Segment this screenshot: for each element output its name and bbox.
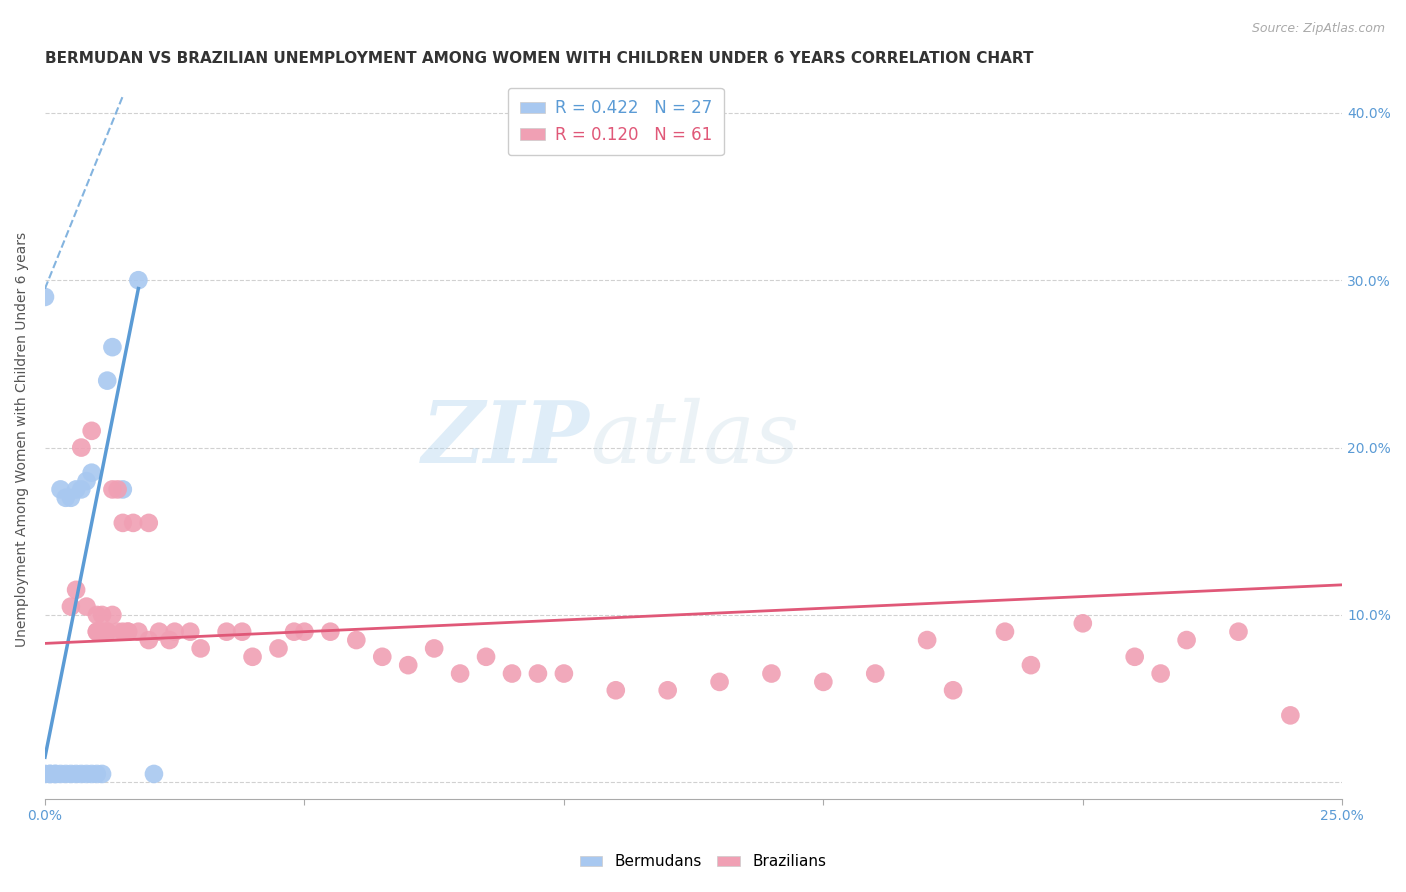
Point — [101, 340, 124, 354]
Point — [49, 483, 72, 497]
Text: atlas: atlas — [591, 398, 799, 481]
Point — [138, 516, 160, 530]
Point — [39, 767, 62, 781]
Point — [344, 633, 367, 648]
Text: Source: ZipAtlas.com: Source: ZipAtlas.com — [1251, 22, 1385, 36]
Point — [475, 649, 498, 664]
Point — [111, 516, 134, 530]
Point — [994, 624, 1017, 639]
Point — [55, 491, 77, 505]
Point — [1227, 624, 1250, 639]
Point — [657, 683, 679, 698]
Point — [605, 683, 627, 698]
Point — [86, 624, 108, 639]
Point — [101, 483, 124, 497]
Point — [70, 441, 93, 455]
Point — [190, 641, 212, 656]
Point — [159, 633, 181, 648]
Point — [138, 633, 160, 648]
Point — [65, 582, 87, 597]
Point — [80, 767, 103, 781]
Point — [423, 641, 446, 656]
Point — [122, 516, 145, 530]
Point — [527, 666, 550, 681]
Point — [163, 624, 186, 639]
Point — [242, 649, 264, 664]
Point — [86, 767, 108, 781]
Point — [371, 649, 394, 664]
Point — [117, 624, 139, 639]
Point — [179, 624, 201, 639]
Point — [319, 624, 342, 639]
Point — [39, 767, 62, 781]
Point — [96, 624, 118, 639]
Point — [1123, 649, 1146, 664]
Point — [107, 483, 129, 497]
Point — [96, 374, 118, 388]
Point — [34, 767, 56, 781]
Point — [283, 624, 305, 639]
Point — [91, 767, 114, 781]
Point — [942, 683, 965, 698]
Point — [127, 624, 149, 639]
Point — [59, 767, 82, 781]
Point — [294, 624, 316, 639]
Point — [1149, 666, 1171, 681]
Point — [396, 658, 419, 673]
Point — [449, 666, 471, 681]
Point — [142, 767, 165, 781]
Point — [1279, 708, 1302, 723]
Point — [107, 624, 129, 639]
Point — [761, 666, 783, 681]
Point — [59, 491, 82, 505]
Point — [76, 767, 98, 781]
Point — [709, 674, 731, 689]
Point — [49, 767, 72, 781]
Point — [65, 483, 87, 497]
Point — [70, 767, 93, 781]
Point — [501, 666, 523, 681]
Point — [101, 607, 124, 622]
Text: ZIP: ZIP — [422, 398, 591, 481]
Point — [215, 624, 238, 639]
Point — [65, 767, 87, 781]
Point — [80, 424, 103, 438]
Point — [80, 466, 103, 480]
Point — [117, 624, 139, 639]
Point — [148, 624, 170, 639]
Point — [34, 290, 56, 304]
Legend: Bermudans, Brazilians: Bermudans, Brazilians — [574, 848, 832, 875]
Point — [1071, 616, 1094, 631]
Point — [76, 599, 98, 614]
Point — [553, 666, 575, 681]
Point — [96, 624, 118, 639]
Point — [1019, 658, 1042, 673]
Text: BERMUDAN VS BRAZILIAN UNEMPLOYMENT AMONG WOMEN WITH CHILDREN UNDER 6 YEARS CORRE: BERMUDAN VS BRAZILIAN UNEMPLOYMENT AMONG… — [45, 51, 1033, 66]
Point — [111, 483, 134, 497]
Point — [70, 483, 93, 497]
Point — [86, 624, 108, 639]
Point — [813, 674, 835, 689]
Point — [1175, 633, 1198, 648]
Point — [91, 624, 114, 639]
Point — [86, 607, 108, 622]
Point — [55, 767, 77, 781]
Legend: R = 0.422   N = 27, R = 0.120   N = 61: R = 0.422 N = 27, R = 0.120 N = 61 — [508, 87, 724, 155]
Y-axis label: Unemployment Among Women with Children Under 6 years: Unemployment Among Women with Children U… — [15, 232, 30, 647]
Point — [267, 641, 290, 656]
Point — [76, 474, 98, 488]
Point — [127, 273, 149, 287]
Point — [44, 767, 66, 781]
Point — [59, 599, 82, 614]
Point — [915, 633, 938, 648]
Point — [44, 767, 66, 781]
Point — [865, 666, 887, 681]
Point — [231, 624, 253, 639]
Point — [91, 607, 114, 622]
Point — [111, 624, 134, 639]
